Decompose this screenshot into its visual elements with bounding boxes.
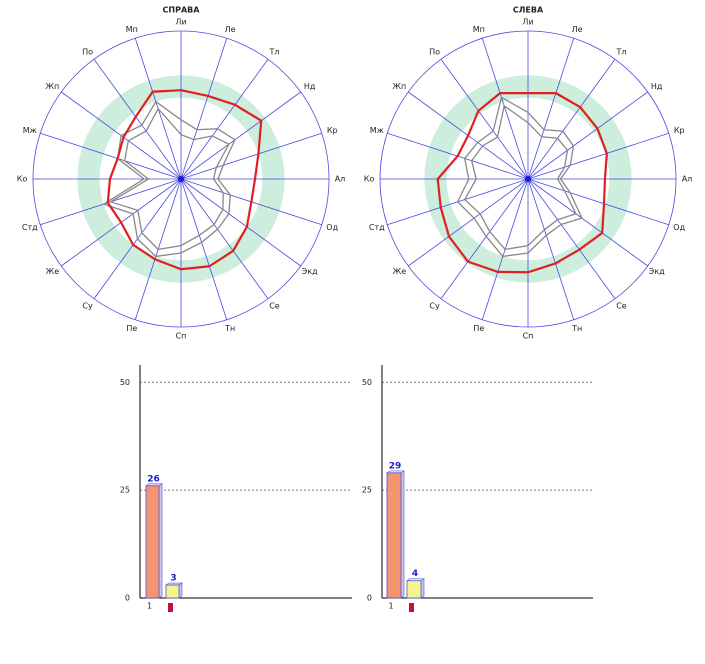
spoke: [527, 178, 616, 299]
axis-label: Жп: [45, 82, 59, 91]
axis-label: Мп: [126, 25, 138, 34]
spoke: [408, 178, 529, 267]
value-label: 4: [412, 569, 418, 579]
spoke: [527, 178, 575, 320]
series-line: [109, 107, 230, 251]
spoke: [180, 91, 301, 180]
series-line: [463, 104, 577, 251]
spoke: [481, 38, 529, 180]
bar-side: [400, 470, 405, 599]
bar: [145, 485, 160, 599]
series-line: [456, 96, 583, 258]
axis-label: Се: [616, 302, 627, 311]
axis-label: Кр: [674, 126, 685, 135]
axis-label: Нд: [304, 82, 316, 91]
chart-title: СЛЕВА: [513, 6, 544, 15]
series-line: [102, 100, 236, 258]
spoke: [527, 178, 669, 226]
center: [178, 176, 184, 182]
axis-label: Экд: [302, 267, 318, 276]
axis-label: Же: [393, 267, 407, 276]
spoke: [180, 178, 228, 320]
y-tick-label: 25: [362, 486, 372, 495]
center: [525, 176, 531, 182]
axis-label: Тл: [268, 47, 279, 56]
axis-label: Ал: [682, 175, 693, 184]
axis-label: Ле: [225, 25, 236, 34]
chart-title: СПРАВА: [163, 6, 201, 15]
spoke: [180, 178, 269, 299]
spoke: [527, 91, 648, 180]
y-tick-label: 0: [125, 594, 130, 603]
spoke: [180, 59, 269, 180]
bar: [386, 472, 402, 599]
marker: [168, 603, 173, 612]
spoke: [527, 38, 575, 180]
axis-label: Мп: [473, 25, 485, 34]
spoke: [527, 178, 648, 267]
axis-label: Стд: [22, 223, 38, 232]
series-line: [436, 92, 608, 274]
spoke: [527, 132, 669, 180]
axis-label: По: [82, 47, 93, 56]
spoke: [93, 59, 182, 180]
axis-label: Се: [269, 302, 280, 311]
axis-label: Пе: [126, 324, 137, 333]
spoke: [527, 59, 616, 180]
axis-label: Ко: [364, 175, 375, 184]
y-tick-label: 50: [362, 378, 372, 387]
value-label: 26: [147, 474, 160, 484]
axis-label: Сп: [176, 332, 187, 341]
axis-label: Кр: [327, 126, 338, 135]
x-tick-label: 1: [388, 602, 393, 611]
bar-side: [158, 483, 163, 599]
axis-label: Ал: [335, 175, 346, 184]
bar-side: [420, 578, 425, 599]
x-tick-label: 1: [147, 602, 152, 611]
axis-label: Же: [46, 267, 60, 276]
value-label: 3: [170, 574, 176, 584]
spoke: [40, 132, 182, 180]
y-tick-label: 0: [367, 594, 372, 603]
axis-label: Тн: [571, 324, 582, 333]
axis-label: Жп: [392, 82, 406, 91]
spoke: [180, 132, 322, 180]
axis-label: Экд: [649, 267, 665, 276]
axis-label: Од: [326, 223, 338, 232]
marker: [409, 603, 414, 612]
axis-label: Пе: [473, 324, 484, 333]
bar: [406, 580, 422, 599]
axis-label: Су: [429, 302, 440, 311]
axis-label: Мж: [370, 126, 384, 135]
axis-label: Ко: [17, 175, 28, 184]
spoke: [180, 178, 301, 267]
axis-label: Тл: [615, 47, 626, 56]
y-tick-label: 25: [120, 486, 130, 495]
axis-label: Тн: [224, 324, 235, 333]
spoke: [180, 38, 228, 180]
bar: [165, 584, 180, 599]
y-tick-label: 50: [120, 378, 130, 387]
axis-label: Мж: [23, 126, 37, 135]
axis-label: Ли: [175, 18, 186, 27]
axis-label: Сп: [523, 332, 534, 341]
axis-label: Од: [673, 223, 685, 232]
axis-label: Су: [82, 302, 93, 311]
axis-label: Ле: [572, 25, 583, 34]
value-label: 29: [389, 461, 402, 471]
axis-label: Нд: [651, 82, 663, 91]
axis-label: Стд: [369, 223, 385, 232]
bar-side: [178, 582, 183, 599]
spoke: [440, 178, 529, 299]
axis-label: По: [429, 47, 440, 56]
axis-label: Ли: [522, 18, 533, 27]
spoke: [440, 59, 529, 180]
series-line: [106, 89, 263, 271]
